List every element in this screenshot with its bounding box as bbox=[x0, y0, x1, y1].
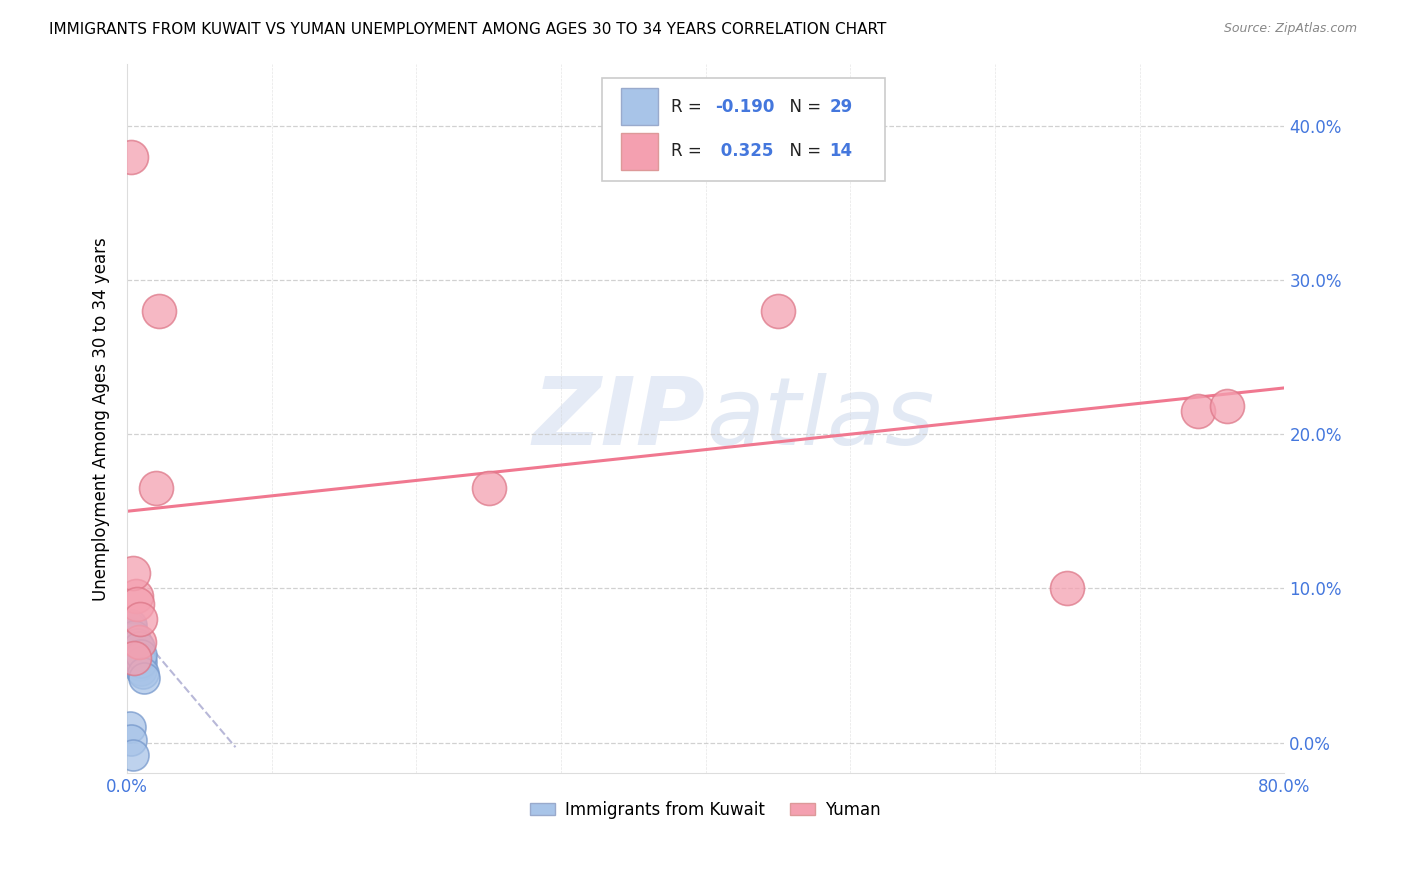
Point bbox=[122, 639, 145, 653]
Point bbox=[134, 671, 156, 685]
Text: IMMIGRANTS FROM KUWAIT VS YUMAN UNEMPLOYMENT AMONG AGES 30 TO 34 YEARS CORRELATI: IMMIGRANTS FROM KUWAIT VS YUMAN UNEMPLOY… bbox=[49, 22, 887, 37]
Text: 29: 29 bbox=[830, 97, 853, 116]
Point bbox=[1215, 400, 1237, 414]
Point bbox=[127, 652, 149, 666]
FancyBboxPatch shape bbox=[621, 88, 658, 125]
Text: Source: ZipAtlas.com: Source: ZipAtlas.com bbox=[1223, 22, 1357, 36]
Text: N =: N = bbox=[779, 143, 825, 161]
Point bbox=[1187, 404, 1209, 418]
Point bbox=[124, 649, 146, 664]
FancyBboxPatch shape bbox=[602, 78, 886, 181]
Text: N =: N = bbox=[779, 97, 825, 116]
Text: 0.325: 0.325 bbox=[716, 143, 773, 161]
Point bbox=[132, 666, 155, 681]
Point bbox=[120, 732, 142, 747]
Point bbox=[117, 624, 139, 639]
Legend: Immigrants from Kuwait, Yuman: Immigrants from Kuwait, Yuman bbox=[524, 794, 887, 825]
Point bbox=[120, 150, 142, 164]
Point bbox=[127, 637, 149, 651]
Point bbox=[127, 597, 149, 611]
Point bbox=[120, 635, 142, 649]
Point bbox=[120, 627, 142, 641]
Point bbox=[124, 641, 146, 656]
Point bbox=[118, 620, 141, 634]
Text: ZIP: ZIP bbox=[533, 373, 706, 465]
Point bbox=[121, 566, 143, 580]
Point bbox=[766, 303, 789, 318]
Point bbox=[129, 658, 152, 673]
Point bbox=[118, 631, 141, 645]
Point bbox=[131, 663, 153, 677]
Point bbox=[129, 612, 152, 626]
Text: atlas: atlas bbox=[706, 373, 934, 464]
Point bbox=[121, 640, 143, 654]
Text: 14: 14 bbox=[830, 143, 852, 161]
Point bbox=[120, 618, 142, 632]
Point bbox=[128, 656, 150, 670]
Y-axis label: Unemployment Among Ages 30 to 34 years: Unemployment Among Ages 30 to 34 years bbox=[93, 237, 110, 600]
Point bbox=[128, 635, 150, 649]
Point bbox=[122, 650, 145, 665]
Point bbox=[478, 481, 501, 495]
Point bbox=[145, 481, 167, 495]
Point bbox=[121, 631, 143, 645]
Point bbox=[127, 644, 149, 658]
Text: -0.190: -0.190 bbox=[716, 97, 775, 116]
Point bbox=[148, 303, 170, 318]
Point bbox=[122, 629, 145, 643]
Point bbox=[131, 648, 153, 662]
FancyBboxPatch shape bbox=[621, 133, 658, 169]
Point bbox=[118, 720, 141, 734]
Point bbox=[128, 640, 150, 654]
Point bbox=[124, 589, 146, 603]
Point bbox=[122, 646, 145, 660]
Text: R =: R = bbox=[671, 143, 707, 161]
Point bbox=[129, 650, 152, 665]
Point bbox=[128, 648, 150, 662]
Text: R =: R = bbox=[671, 97, 707, 116]
Point bbox=[131, 656, 153, 670]
Point bbox=[1056, 582, 1078, 596]
Point bbox=[121, 747, 143, 762]
